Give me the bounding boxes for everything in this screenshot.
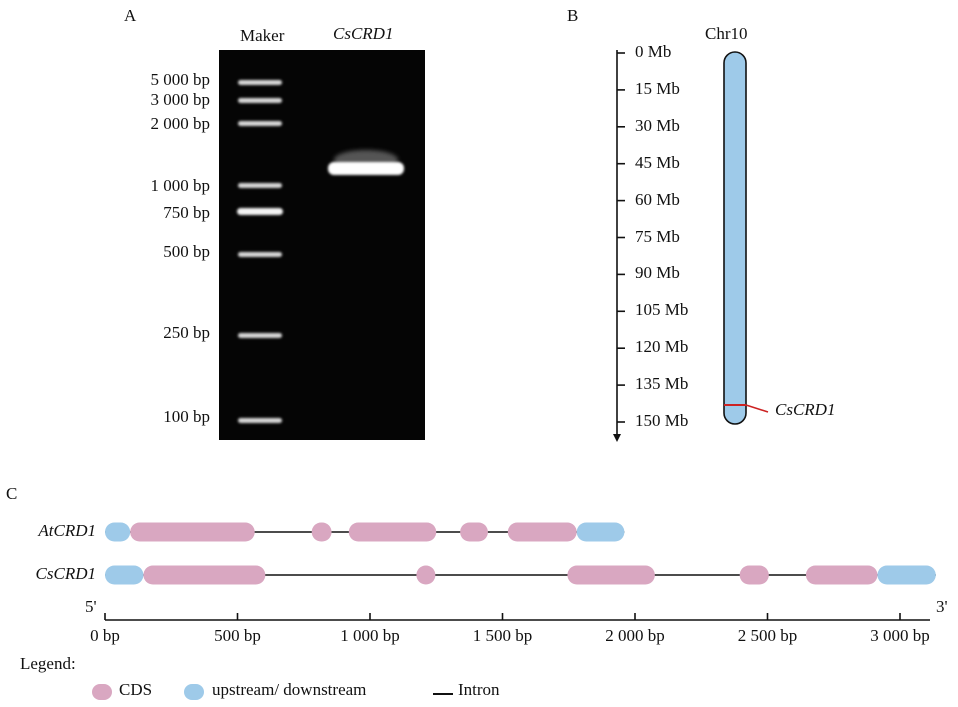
legend-intron-line bbox=[433, 693, 453, 695]
legend-utr-label: upstream/ downstream bbox=[212, 680, 367, 699]
cds-segment bbox=[567, 565, 655, 585]
bp-axis-tick-label: 3 000 bp bbox=[870, 626, 930, 645]
sample-band bbox=[328, 162, 404, 175]
bp-axis-tick-label: 0 bp bbox=[90, 626, 120, 645]
chromosome-tick-label: 15 Mb bbox=[635, 78, 680, 98]
chromosome-tick-label: 60 Mb bbox=[635, 189, 680, 209]
cds-segment bbox=[416, 565, 436, 585]
legend-title: Legend: bbox=[20, 654, 76, 673]
legend-cds-swatch bbox=[92, 684, 112, 700]
legend-intron-label: Intron bbox=[458, 680, 500, 699]
bp-axis-tick-label: 2 000 bp bbox=[605, 626, 665, 645]
panel-b-label: B bbox=[567, 6, 579, 25]
cds-segment bbox=[739, 565, 769, 585]
panel-a-label: A bbox=[124, 6, 137, 25]
utr-segment bbox=[105, 522, 131, 542]
bp-axis-tick-label: 1 000 bp bbox=[340, 626, 400, 645]
gene-name-cscrd1: CsCRD1 bbox=[35, 564, 96, 583]
cds-segment bbox=[348, 522, 437, 542]
ladder-band-750 bbox=[237, 208, 283, 215]
chromosome-tick-label: 135 Mb bbox=[635, 374, 689, 394]
chromosome-tick-label: 150 Mb bbox=[635, 411, 689, 430]
ladder-band-1000 bbox=[238, 183, 282, 188]
gene-marker-leader bbox=[745, 404, 769, 413]
utr-segment bbox=[877, 565, 936, 585]
chromosome-tick-label: 0 Mb bbox=[635, 42, 672, 61]
cds-segment bbox=[143, 565, 266, 585]
chromosome-tick-label: 90 Mb bbox=[635, 263, 680, 283]
panel-c-label: C bbox=[6, 484, 18, 503]
ladder-label-2000: 2 000 bp bbox=[150, 114, 211, 133]
lane-label-cscrd1: CsCRD1 bbox=[333, 24, 394, 43]
ladder-band-100 bbox=[238, 418, 282, 423]
ladder-label-750: 750 bp bbox=[163, 203, 210, 222]
gel-image bbox=[219, 50, 425, 440]
chromosome-tick-label: 30 Mb bbox=[635, 115, 680, 135]
ladder-label-3000: 3 000 bp bbox=[150, 90, 211, 109]
cds-segment bbox=[460, 522, 488, 542]
utr-segment bbox=[105, 565, 144, 585]
chromosome-tick-label: 120 Mb bbox=[635, 337, 689, 357]
cds-segment bbox=[507, 522, 577, 542]
lane-label-maker: Maker bbox=[240, 26, 285, 45]
ladder-label-250: 250 bp bbox=[163, 323, 210, 342]
cds-segment bbox=[130, 522, 255, 542]
chromosome-name: Chr10 bbox=[705, 24, 748, 43]
ladder-band-500 bbox=[238, 252, 282, 257]
chromosome-body bbox=[723, 51, 747, 425]
ladder-label-5000: 5 000 bp bbox=[150, 70, 211, 89]
bp-axis-tick-label: 2 500 bp bbox=[737, 626, 798, 645]
ladder-band-250 bbox=[238, 333, 282, 338]
axis-arrow-icon bbox=[613, 434, 621, 442]
legend-utr-swatch bbox=[184, 684, 204, 700]
three-prime-label: 3' bbox=[936, 597, 948, 616]
ladder-label-500: 500 bp bbox=[163, 242, 210, 261]
chromosome-tick-label: 75 Mb bbox=[635, 226, 680, 246]
bp-axis-tick-label: 500 bp bbox=[214, 626, 261, 645]
chromosome-gene-label: CsCRD1 bbox=[775, 400, 836, 419]
five-prime-label: 5' bbox=[85, 597, 97, 616]
ladder-band-3000 bbox=[238, 98, 282, 103]
ladder-label-100: 100 bp bbox=[163, 407, 210, 426]
chromosome-tick-label: 105 Mb bbox=[635, 300, 689, 320]
bp-axis-tick-label: 1 500 bp bbox=[472, 626, 533, 645]
cds-segment bbox=[805, 565, 878, 585]
ladder-band-2000 bbox=[238, 121, 282, 126]
legend-cds-label: CDS bbox=[119, 680, 153, 699]
chromosome-tick-label: 45 Mb bbox=[635, 152, 680, 172]
utr-segment bbox=[576, 522, 625, 542]
ladder-band-5000 bbox=[238, 80, 282, 85]
cds-segment bbox=[311, 522, 332, 542]
gene-name-atcrd1: AtCRD1 bbox=[38, 521, 96, 540]
ladder-label-1000: 1 000 bp bbox=[150, 176, 211, 195]
